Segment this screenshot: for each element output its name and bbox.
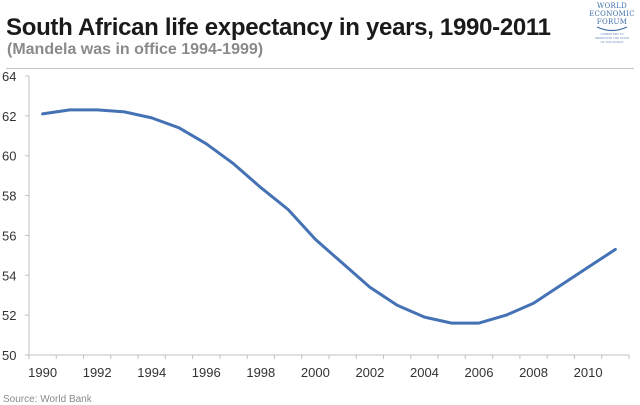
x-tick-label: 1990 [28,365,57,380]
logo-line-1: WORLD [597,2,627,10]
data-point [423,316,426,319]
data-point [123,110,126,113]
y-tick-label: 64 [2,69,16,84]
data-point [505,314,508,317]
data-point [41,112,44,115]
data-point [232,162,235,165]
data-point [559,284,562,287]
logo-tagline-1: COMMITTED TO [600,32,624,36]
y-tick-label: 60 [2,149,16,164]
data-point [478,322,481,325]
logo-line-3: FORUM [596,18,628,26]
x-tick-label: 2006 [465,365,494,380]
logo-line-2: ECONOMIC [589,10,635,18]
data-point [150,116,153,119]
series-line-0 [41,108,617,325]
y-tick-label: 54 [2,268,16,283]
x-tick-label: 1998 [246,365,275,380]
wef-logo: WORLD ECONOMIC FORUM COMMITTED TO IMPROV… [588,2,636,44]
y-tick-label: 56 [2,228,16,243]
x-tick-label: 2000 [301,365,330,380]
y-tick-label: 58 [2,189,16,204]
data-point [450,322,453,325]
data-point [396,304,399,307]
source-note: Source: World Bank [3,394,92,405]
x-tick-label: 1994 [137,365,166,380]
x-tick-label: 1992 [83,365,112,380]
logo-tagline-2: IMPROVING THE STATE [594,36,629,40]
series-group [41,108,617,325]
x-tick-label: 2002 [355,365,384,380]
y-tick-label: 62 [2,109,16,124]
y-tick-label: 50 [2,348,16,363]
logo-tagline-3: OF THE WORLD [600,40,624,44]
chart-subtitle: (Mandela was in office 1994-1999) [7,41,264,58]
data-point [287,208,290,211]
x-tick-label: 1996 [192,365,221,380]
data-point [368,286,371,289]
data-point [96,108,99,111]
data-point [205,142,208,145]
header-divider [6,68,634,69]
chart-title: South African life expectancy in years, … [6,14,551,41]
data-point [314,238,317,241]
x-tick-label: 2008 [519,365,548,380]
y-tick-label: 52 [2,308,16,323]
x-tick-label: 2010 [574,365,603,380]
data-point [532,302,535,305]
data-point [614,248,617,251]
data-point [587,266,590,269]
data-point [259,186,262,189]
x-axis: 1990 1992 1994 1996 1998 2000 2002 2004 2006 2008… [28,354,630,380]
y-axis: 50 52 54 56 58 60 62 64 [2,69,30,363]
data-point [341,262,344,265]
data-point [68,108,71,111]
wef-swoosh-icon [596,26,628,32]
x-tick-label: 2004 [410,365,439,380]
data-point [178,126,181,129]
